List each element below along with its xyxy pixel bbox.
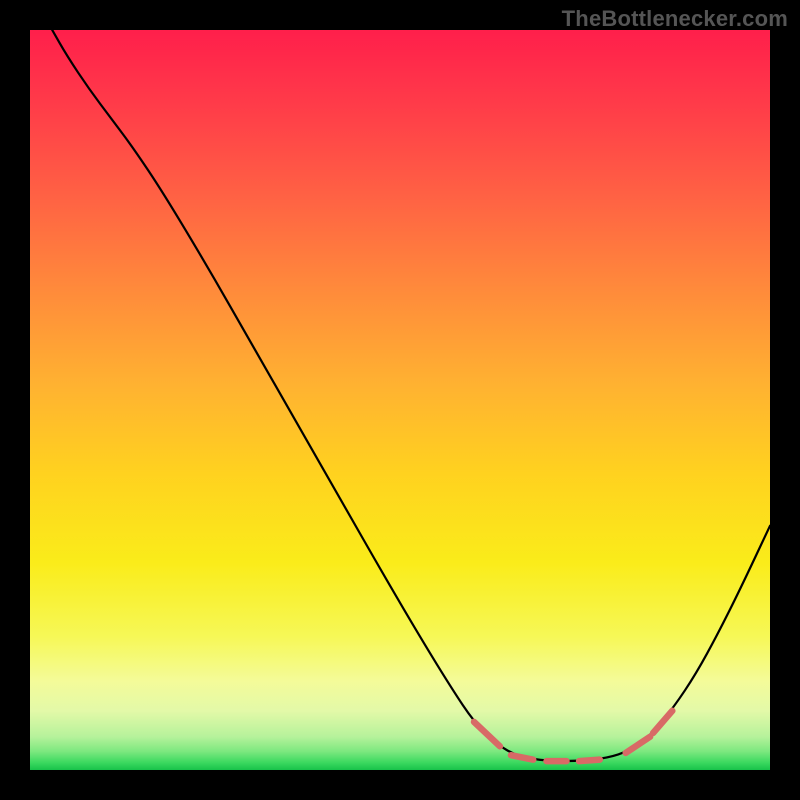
gradient-background [30, 30, 770, 770]
chart-svg [30, 30, 770, 770]
watermark-text: TheBottlenecker.com [562, 6, 788, 32]
plot-area [30, 30, 770, 770]
chart-stage: TheBottlenecker.com [0, 0, 800, 800]
highlight-segment [511, 755, 533, 759]
highlight-segment [579, 760, 600, 761]
